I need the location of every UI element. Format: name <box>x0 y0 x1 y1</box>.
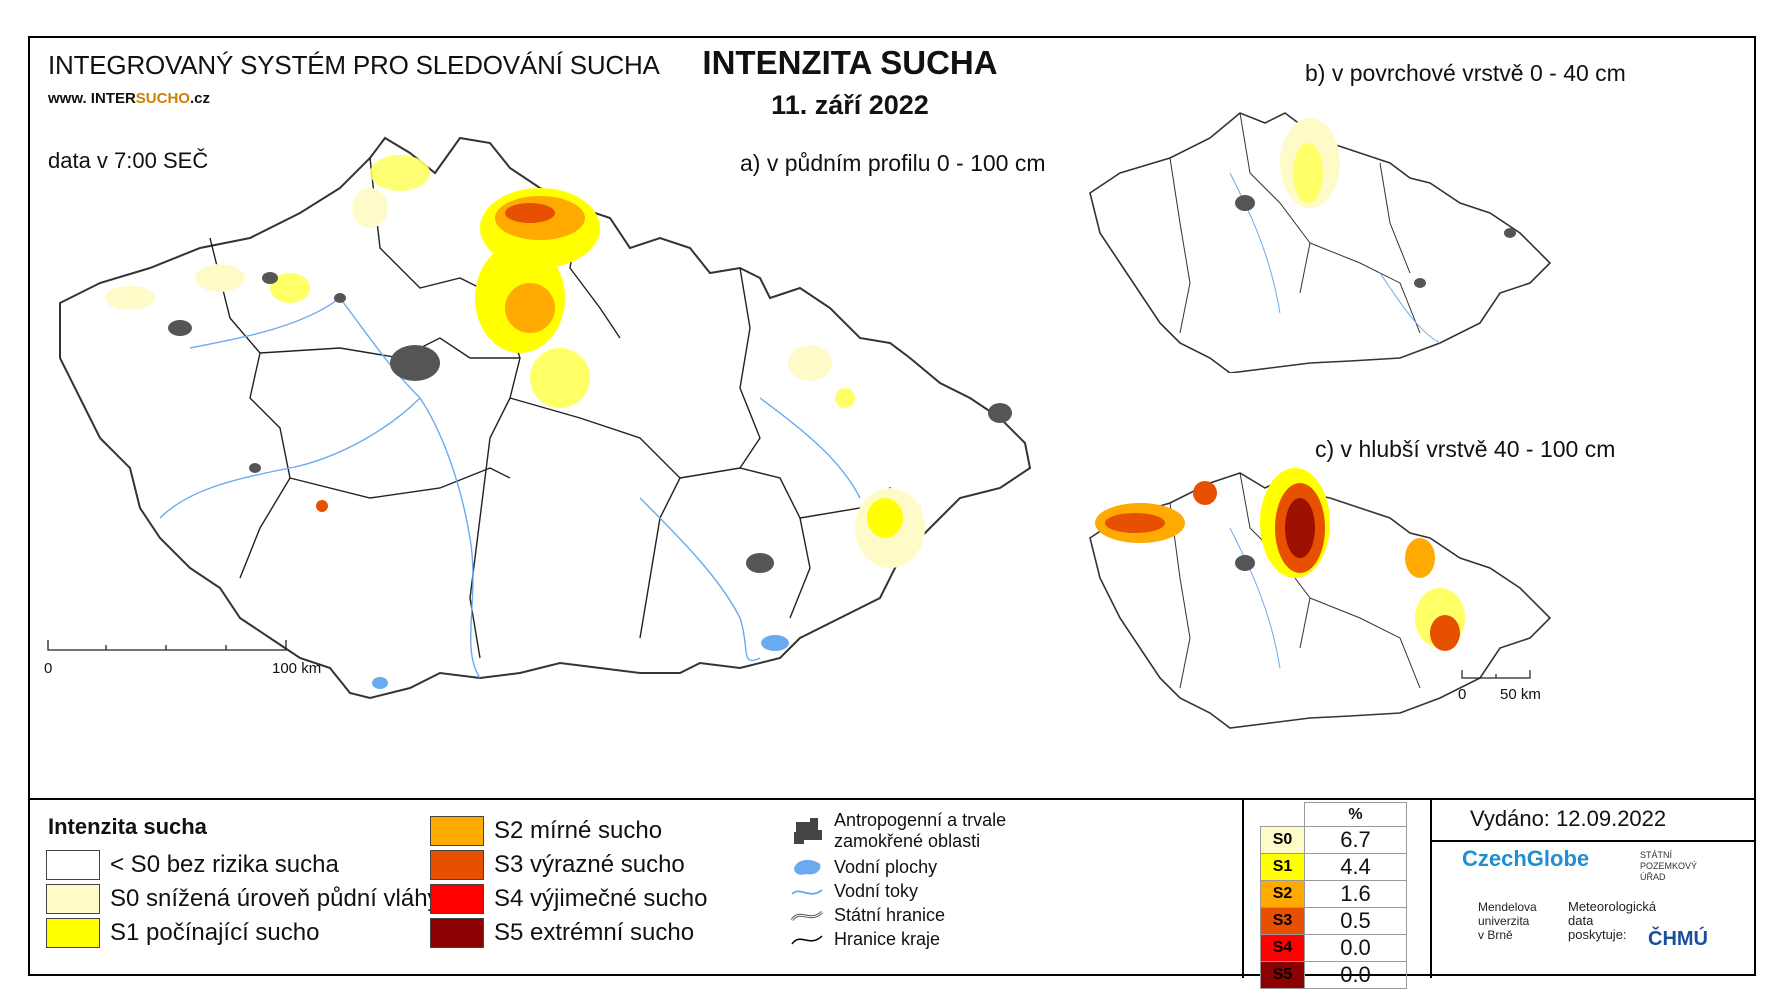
legend-swatch <box>430 884 484 914</box>
map-frame: INTEGROVANÝ SYSTÉM PRO SLEDOVÁNÍ SUCHA w… <box>28 36 1756 989</box>
symbol-label: Vodní plochy <box>834 856 938 877</box>
symbol-label: zamokřené oblasti <box>834 831 981 851</box>
percent-value: 0.0 <box>1304 961 1407 989</box>
region-borders <box>209 157 921 659</box>
urban-area-icon <box>794 818 822 844</box>
legend-label: S2 mírné sucho <box>494 817 663 844</box>
url-prefix: www. INTER <box>48 90 136 107</box>
urban-areas <box>168 272 1012 573</box>
legend-swatch <box>46 850 100 880</box>
percent-code: S4 <box>1260 934 1305 962</box>
percent-row-s5: S5 0.0 <box>1260 961 1407 989</box>
met-data-label: Meteorologická data poskytuje: <box>1568 899 1657 942</box>
small-scale-end: 50 km <box>1500 686 1541 703</box>
legend-class-4: S3 výrazné sucho <box>430 850 685 880</box>
legend-class-0: < S0 bez rizika sucha <box>46 850 339 880</box>
legend-label: S0 snížená úroveň půdní vláhy <box>110 885 440 912</box>
percent-row-s2: S2 1.6 <box>1260 880 1407 908</box>
legend-class-3: S2 mírné sucho <box>430 816 662 846</box>
percent-value: 0.0 <box>1304 934 1407 962</box>
legend-class-2: S1 počínající sucho <box>46 918 319 948</box>
footer-divider <box>1430 840 1754 842</box>
legend-symbol-region-border: Hranice kraje <box>790 928 940 950</box>
river-icon <box>791 889 823 895</box>
map-title: INTENZITA SUCHA <box>702 44 998 81</box>
data-time: data v 7:00 SEČ <box>48 148 209 173</box>
legend-swatch <box>430 850 484 880</box>
legend-swatch <box>430 918 484 948</box>
main-scale-end: 100 km <box>272 660 322 677</box>
map-b-label: b) v povrchové vrstvě 0 - 40 cm <box>1305 60 1626 86</box>
drought-areas <box>105 155 925 568</box>
legend-symbol-urban: Antropogenní a trvale zamokřené oblasti <box>790 810 1006 852</box>
legend-class-5: S4 výjimečné sucho <box>430 884 707 914</box>
legend-label: S4 výjimečné sucho <box>494 885 708 912</box>
czechglobe-logo: CzechGlobe <box>1462 846 1590 871</box>
map-date: 11. září 2022 <box>771 90 929 120</box>
mendelu-logo: Mendelova univerzita v Brně <box>1478 900 1537 942</box>
legend-label: S3 výrazné sucho <box>494 851 685 878</box>
legend-swatch <box>46 918 100 948</box>
percent-code: S0 <box>1260 826 1305 854</box>
main-scale-bar <box>47 640 287 651</box>
rivers <box>159 297 861 679</box>
map-a-label: a) v půdním profilu 0 - 100 cm <box>740 150 1046 176</box>
legend-swatch <box>430 816 484 846</box>
issued-date: Vydáno: 12.09.2022 <box>1470 806 1667 831</box>
percent-row-s4: S4 0.0 <box>1260 934 1407 962</box>
percent-row-s1: S1 4.4 <box>1260 853 1407 881</box>
legend-title: Intenzita sucha <box>48 814 207 839</box>
percent-code: S2 <box>1260 880 1305 908</box>
surface-layer-map <box>1089 112 1552 373</box>
state-border-icon <box>790 910 824 921</box>
legend-class-6: S5 extrémní sucho <box>430 918 694 948</box>
small-scale-start: 0 <box>1458 686 1467 703</box>
percent-value: 4.4 <box>1304 853 1407 881</box>
percent-row-s0: S0 6.7 <box>1260 826 1407 854</box>
chmu-logo: ČHMÚ <box>1648 928 1708 950</box>
region-border-icon <box>791 935 823 945</box>
legend-swatch <box>46 884 100 914</box>
legend-symbol-state-border: Státní hranice <box>790 904 945 926</box>
legend-symbol-river: Vodní toky <box>790 880 918 902</box>
symbol-label: Státní hranice <box>834 904 946 925</box>
main-drought-map <box>59 136 1032 700</box>
legend-separator <box>1430 800 1432 978</box>
map-c-label: c) v hlubší vrstvě 40 - 100 cm <box>1315 436 1616 462</box>
system-name: INTEGROVANÝ SYSTÉM PRO SLEDOVÁNÍ SUCHA <box>48 50 660 80</box>
percent-code: S5 <box>1260 961 1305 989</box>
symbol-label: Hranice kraje <box>834 928 941 949</box>
percent-header: % <box>1304 802 1407 827</box>
legend-class-1: S0 snížená úroveň půdní vláhy <box>46 884 440 914</box>
percent-code: S3 <box>1260 907 1305 935</box>
url-highlight: SUCHO <box>135 90 190 107</box>
website-url[interactable]: www. INTERSUCHO.cz <box>48 90 210 107</box>
percent-code: S1 <box>1260 853 1305 881</box>
water-body <box>761 635 789 651</box>
main-scale-start: 0 <box>44 660 53 677</box>
percent-value: 6.7 <box>1304 826 1407 854</box>
legend-symbol-water: Vodní plochy <box>790 856 937 878</box>
percent-value: 1.6 <box>1304 880 1407 908</box>
small-scale-bar <box>1461 670 1531 679</box>
percent-table-header: % <box>1260 802 1407 827</box>
legend-label: < S0 bez rizika sucha <box>110 851 339 878</box>
deep-layer-map <box>1089 468 1552 729</box>
percent-table: % S0 6.7 S1 4.4 S2 1.6 S3 0.5 S4 0.0 S5 0.0 <box>1260 802 1407 989</box>
legend-separator <box>1242 800 1244 978</box>
symbol-label: Vodní toky <box>834 880 919 901</box>
water-body <box>372 677 388 689</box>
legend-label: S5 extrémní sucho <box>494 919 695 946</box>
legend-label: S1 počínající sucho <box>110 919 320 946</box>
url-suffix: .cz <box>189 90 210 107</box>
legend-area: Intenzita sucha < S0 bez rizika sucha S0… <box>30 798 1754 989</box>
percent-row-s3: S3 0.5 <box>1260 907 1407 935</box>
water-body-icon <box>794 859 821 875</box>
symbol-label: Antropogenní a trvale <box>834 810 1007 830</box>
percent-value: 0.5 <box>1304 907 1407 935</box>
spu-logo: STÁTNÍ POZEMKOVÝ ÚŘAD <box>1640 850 1698 882</box>
